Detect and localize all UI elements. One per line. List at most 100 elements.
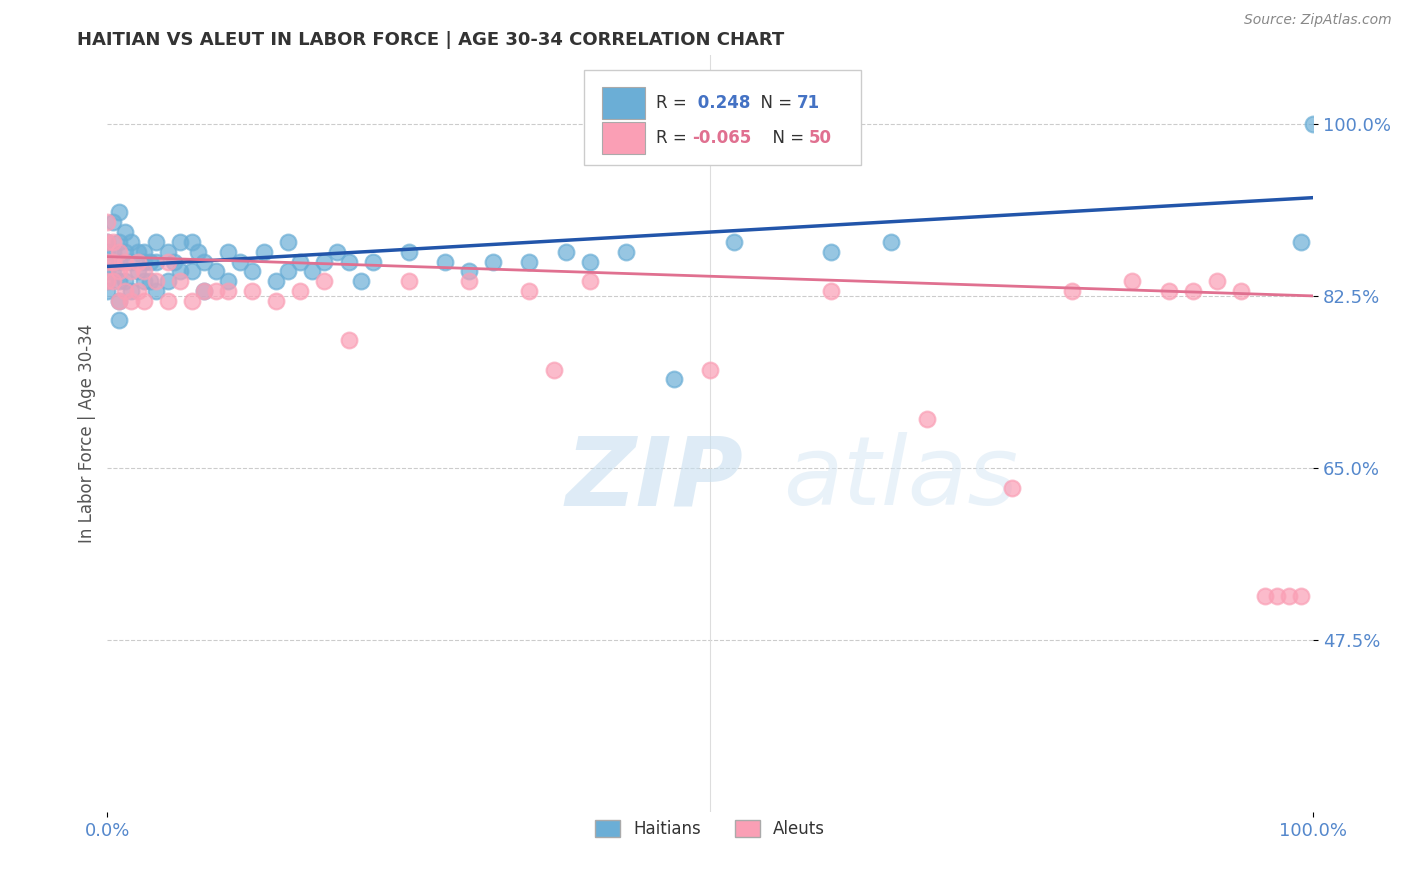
Point: [1278, 589, 1301, 603]
Point: [114, 244, 136, 259]
Point: [205, 284, 228, 298]
Point: [820, 244, 842, 259]
Point: [398, 274, 420, 288]
Point: [1289, 589, 1312, 603]
Point: [145, 235, 167, 249]
Point: [127, 244, 149, 259]
Point: [1121, 274, 1143, 288]
Point: [398, 244, 420, 259]
Point: [96, 235, 118, 249]
Point: [96, 274, 118, 288]
Point: [1001, 481, 1024, 495]
Point: [156, 274, 179, 288]
Point: [108, 235, 131, 249]
Point: [1230, 284, 1253, 298]
Point: [1289, 235, 1312, 249]
Point: [1181, 284, 1204, 298]
Point: [96, 215, 118, 229]
Point: [264, 293, 287, 308]
Point: [519, 254, 541, 268]
Point: [138, 254, 160, 268]
Point: [361, 254, 384, 268]
Point: [554, 244, 576, 259]
Point: [96, 284, 118, 298]
Point: [434, 254, 457, 268]
Point: [662, 372, 685, 386]
Point: [264, 274, 287, 288]
Point: [96, 244, 118, 259]
Point: [458, 264, 481, 278]
Point: [290, 254, 312, 268]
Point: [103, 274, 125, 288]
Point: [180, 264, 202, 278]
Text: R =: R =: [657, 129, 692, 147]
Point: [108, 293, 131, 308]
Point: [1205, 274, 1227, 288]
FancyBboxPatch shape: [583, 70, 860, 165]
Point: [337, 333, 360, 347]
Point: [314, 254, 336, 268]
Point: [193, 284, 215, 298]
Text: N =: N =: [762, 129, 810, 147]
Text: atlas: atlas: [783, 433, 1018, 525]
Point: [121, 235, 143, 249]
Point: [114, 274, 136, 288]
Point: [458, 274, 481, 288]
Point: [145, 254, 167, 268]
Point: [543, 362, 565, 376]
Point: [114, 254, 136, 268]
Point: [217, 244, 239, 259]
Point: [1265, 589, 1288, 603]
Text: ZIP: ZIP: [565, 433, 744, 525]
FancyBboxPatch shape: [602, 122, 645, 154]
Point: [121, 284, 143, 298]
Point: [253, 244, 276, 259]
Point: [880, 235, 903, 249]
Point: [132, 254, 155, 268]
Point: [121, 264, 143, 278]
Point: [108, 254, 131, 268]
Point: [820, 284, 842, 298]
Point: [103, 254, 125, 268]
Point: [193, 284, 215, 298]
Point: [96, 235, 118, 249]
Text: 0.248: 0.248: [692, 94, 751, 112]
Point: [163, 254, 186, 268]
Text: HAITIAN VS ALEUT IN LABOR FORCE | AGE 30-34 CORRELATION CHART: HAITIAN VS ALEUT IN LABOR FORCE | AGE 30…: [77, 31, 785, 49]
Point: [205, 264, 228, 278]
Point: [156, 254, 179, 268]
Point: [578, 254, 600, 268]
Point: [229, 254, 252, 268]
Point: [132, 244, 155, 259]
Point: [132, 274, 155, 288]
Legend: Haitians, Aleuts: Haitians, Aleuts: [589, 814, 832, 845]
Point: [127, 254, 149, 268]
Point: [180, 293, 202, 308]
Point: [108, 274, 131, 288]
Point: [103, 244, 125, 259]
Point: [96, 254, 118, 268]
Point: [108, 293, 131, 308]
Point: [138, 274, 160, 288]
Point: [1302, 117, 1324, 131]
Point: [349, 274, 371, 288]
Point: [156, 293, 179, 308]
Point: [127, 284, 149, 298]
Point: [108, 313, 131, 327]
Point: [103, 235, 125, 249]
Point: [103, 264, 125, 278]
Point: [145, 274, 167, 288]
Point: [169, 274, 191, 288]
Point: [193, 254, 215, 268]
Point: [187, 244, 209, 259]
Point: [217, 274, 239, 288]
Point: [917, 411, 939, 425]
Point: [127, 264, 149, 278]
Point: [108, 264, 131, 278]
Text: 71: 71: [797, 94, 820, 112]
Point: [96, 274, 118, 288]
Point: [145, 284, 167, 298]
Point: [1062, 284, 1084, 298]
Point: [121, 254, 143, 268]
Point: [325, 244, 347, 259]
